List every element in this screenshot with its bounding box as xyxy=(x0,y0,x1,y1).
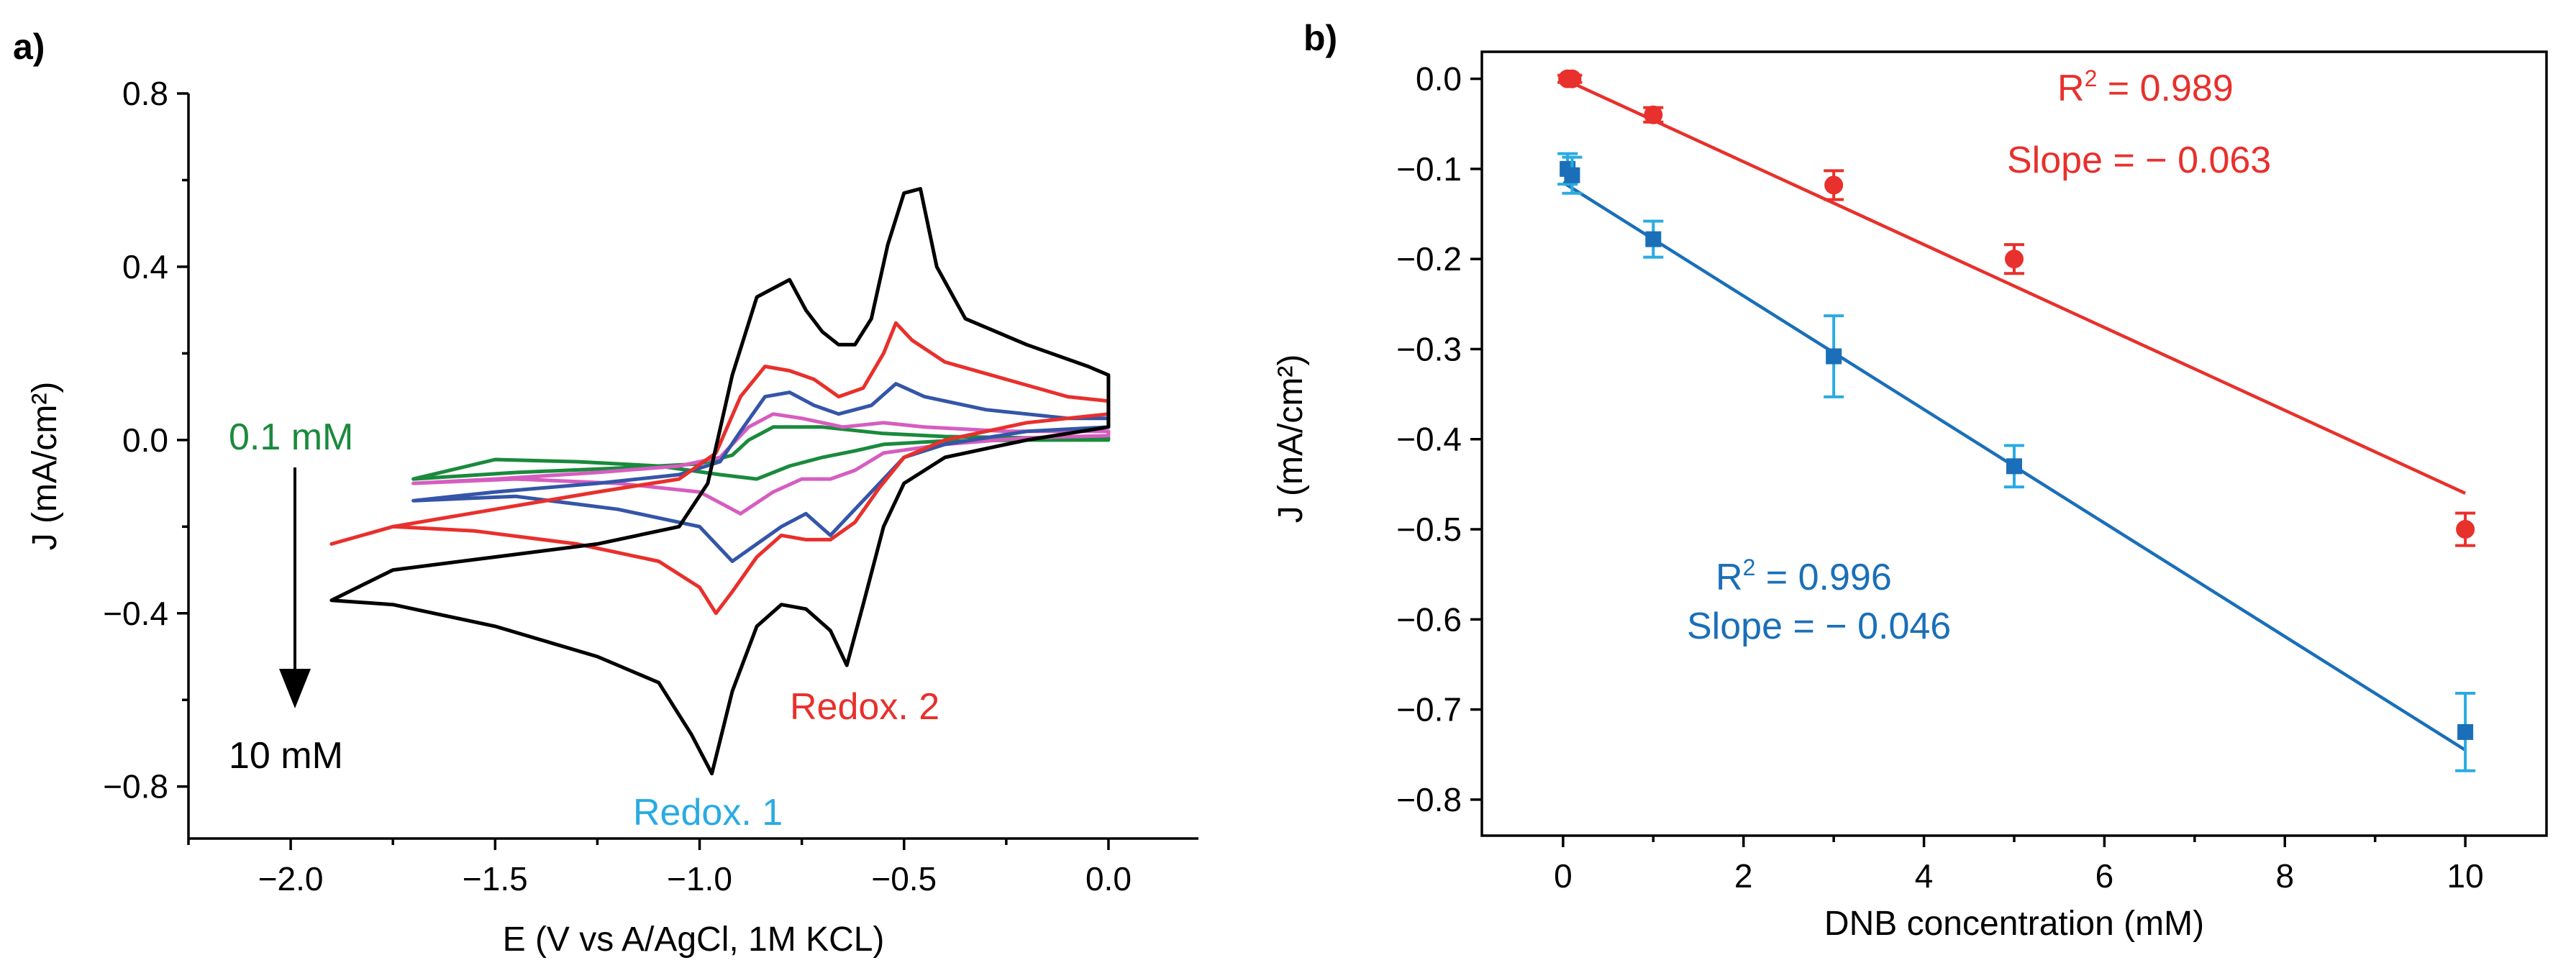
b-x-tick-label: 6 xyxy=(2095,857,2114,895)
b-x-tick-label: 4 xyxy=(1915,857,1934,895)
b-y-axis-title: J (mA/cm²) xyxy=(1272,355,1310,524)
panel-b-scatter-chart: b) 0 2 4 6 8 10 0.0 −0.1 −0.2 −0.3 −0.4 −0.5 −0.6 −0… xyxy=(1272,18,2548,943)
a-x-tick-label: −1.0 xyxy=(667,860,732,897)
red-slope-annotation: Slope = − 0.063 xyxy=(2007,140,2271,181)
cv-curves xyxy=(329,187,1111,776)
cv-curve-4 xyxy=(329,187,1111,776)
data-point-red xyxy=(2005,250,2024,269)
b-x-tick-label: 2 xyxy=(1734,857,1753,895)
b-series-group xyxy=(1557,69,2476,772)
b-y-tick-label: 0.0 xyxy=(1416,60,1462,98)
concentration-arrow-head xyxy=(279,669,311,708)
a-y-tick-label: 0.0 xyxy=(122,421,168,459)
red-r2-exponent: 2 xyxy=(2085,65,2098,91)
data-point-red xyxy=(2456,520,2475,539)
b-y-tick-label: −0.2 xyxy=(1396,240,1462,278)
b-x-tick-label: 10 xyxy=(2447,857,2484,895)
b-y-ticks: 0.0 −0.1 −0.2 −0.3 −0.4 −0.5 −0.6 −0.7 −0.8 xyxy=(1396,60,1482,818)
b-y-tick-label: −0.7 xyxy=(1396,691,1462,728)
label-10mm: 10 mM xyxy=(229,735,343,777)
b-y-tick-label: −0.1 xyxy=(1396,150,1462,188)
a-y-ticks: 0.8 0.4 0.0 −0.4 −0.8 xyxy=(103,75,188,805)
blue-r2-value: = 0.996 xyxy=(1755,557,1891,598)
b-x-tick-label: 0 xyxy=(1554,857,1573,895)
a-x-axis-title: E (V vs A/AgCl, 1M KCL) xyxy=(503,921,885,959)
a-x-tick-label: −1.5 xyxy=(463,860,528,897)
panel-a-label: a) xyxy=(13,27,45,67)
b-x-tick-label: 8 xyxy=(2275,857,2294,895)
fit-line-0 xyxy=(1562,77,2467,495)
label-0-1mm: 0.1 mM xyxy=(229,416,353,458)
a-x-tick-label: 0.0 xyxy=(1086,860,1132,897)
cv-curve-0 xyxy=(411,425,1111,481)
b-y-tick-label: −0.4 xyxy=(1396,421,1462,458)
red-r2-label: R xyxy=(2057,68,2085,109)
a-y-axis-title: J (mA/cm²) xyxy=(26,382,64,551)
a-y-tick-label: 0.8 xyxy=(122,75,168,112)
blue-r2-exponent: 2 xyxy=(1743,554,1756,580)
data-point-red xyxy=(1824,175,1844,195)
data-point-blue xyxy=(1564,167,1580,183)
blue-r2-annotation: R2 = 0.996 xyxy=(1716,554,1892,598)
label-redox-1: Redox. 1 xyxy=(633,792,783,833)
data-point-red xyxy=(1644,105,1663,124)
a-y-tick-label: 0.4 xyxy=(122,248,168,285)
b-y-tick-label: −0.8 xyxy=(1396,781,1462,818)
panel-a-cv-chart: a) −2.0 −1.5 −1.0 −0.5 0.0 0.8 0.4 0.0 −0.4 −0.8… xyxy=(13,27,1198,959)
b-y-tick-label: −0.6 xyxy=(1396,600,1462,638)
data-point-red xyxy=(1562,69,1582,88)
blue-r2-label: R xyxy=(1716,557,1743,598)
data-point-blue xyxy=(2457,723,2474,740)
b-x-axis-title: DNB concentration (mM) xyxy=(1824,905,2204,943)
b-x-ticks: 0 2 4 6 8 10 xyxy=(1554,836,2484,895)
data-point-blue xyxy=(1826,348,1842,365)
b-y-tick-label: −0.5 xyxy=(1396,511,1462,548)
red-r2-annotation: R2 = 0.989 xyxy=(2057,65,2234,109)
red-r2-value: = 0.989 xyxy=(2097,68,2233,109)
a-y-tick-label: −0.4 xyxy=(103,595,168,632)
label-redox-2: Redox. 2 xyxy=(790,686,939,728)
blue-slope-annotation: Slope = − 0.046 xyxy=(1687,606,1951,647)
a-x-ticks: −2.0 −1.5 −1.0 −0.5 0.0 xyxy=(187,839,1132,897)
data-point-blue xyxy=(2006,458,2022,475)
data-point-blue xyxy=(1645,231,1662,247)
a-x-tick-label: −2.0 xyxy=(258,860,324,897)
b-y-tick-label: −0.3 xyxy=(1396,330,1462,367)
panel-b-label: b) xyxy=(1303,18,1337,58)
a-x-tick-label: −0.5 xyxy=(871,860,937,897)
cv-curve-3 xyxy=(329,321,1111,616)
a-y-tick-label: −0.8 xyxy=(103,768,168,805)
